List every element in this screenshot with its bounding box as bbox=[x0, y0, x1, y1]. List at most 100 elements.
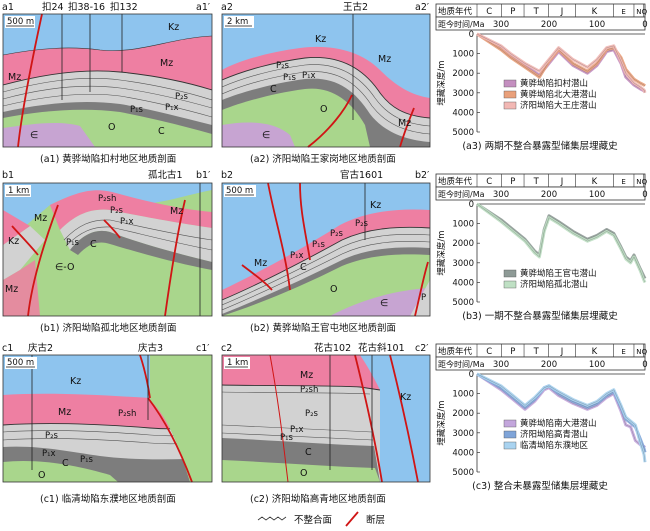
chart-1-age-label: 地质年代 bbox=[438, 176, 473, 187]
chart-2-depth-label: 埋藏深度/m bbox=[436, 400, 447, 445]
a2-p1x: P₁x bbox=[302, 71, 316, 81]
a2-kz: Kz bbox=[315, 34, 326, 45]
chart-0-time-tick: 100 bbox=[589, 20, 605, 30]
c1-left-label: c1 bbox=[2, 343, 13, 354]
a1-scale-bar: 500 m bbox=[5, 16, 35, 28]
section-c2 bbox=[221, 354, 431, 483]
b1-scale-label: 1 km bbox=[8, 186, 29, 196]
a2-cam: ∈ bbox=[262, 130, 270, 141]
chart-2-legend-label-1: 济阳坳陷高青潜山 bbox=[520, 429, 588, 440]
a1-p1s: P₁s bbox=[130, 105, 144, 115]
b2-p2s: P₂s bbox=[355, 219, 369, 229]
chart-1-period-K: K bbox=[592, 177, 598, 187]
legend-unconformity: 不整合面 bbox=[294, 514, 332, 526]
b1-kz: Kz bbox=[8, 236, 19, 247]
legend-bottom: 不整合面 断层 bbox=[257, 511, 385, 527]
chart-0-period-C: C bbox=[486, 7, 492, 17]
c1-c: C bbox=[62, 458, 69, 469]
chart-0-time-row bbox=[435, 16, 646, 31]
a2-mz: Mz bbox=[378, 54, 391, 65]
chart-2-caption: (c3) 整合未暴露型储集层埋藏史 bbox=[472, 480, 608, 492]
c1-p1x: P₁x bbox=[42, 449, 56, 459]
a2-scale-label: 2 km bbox=[227, 17, 248, 27]
a1-caption: (a1) 黄骅坳陷扣村地区地质剖面 bbox=[40, 153, 176, 165]
b1-p2s: P₂s bbox=[110, 206, 124, 216]
a1-c: C bbox=[158, 126, 165, 137]
a2-c: C bbox=[270, 84, 277, 95]
chart-2-legend-label-2: 临清坳陷东濮地区 bbox=[520, 440, 589, 451]
a2-right-label: a2′ bbox=[415, 2, 429, 13]
c1-mz: Mz bbox=[58, 407, 71, 418]
chart-0-period-K: K bbox=[592, 7, 598, 17]
chart-1-depth-tick: 4000 bbox=[452, 278, 474, 288]
a1-mz-2: Mz bbox=[160, 58, 173, 69]
a1-well-1: 扣24 bbox=[42, 1, 64, 13]
a1-p2s: P₂s bbox=[175, 92, 189, 102]
b2-c: C bbox=[300, 262, 307, 273]
a2-mz-2: Mz bbox=[398, 118, 411, 129]
chart-1-time-tick: 100 bbox=[589, 190, 605, 200]
chart-2-period-P: P bbox=[510, 347, 515, 357]
c1-o: O bbox=[38, 470, 45, 481]
chart-0-legend-label-0: 黄骅坳陷扣村潜山 bbox=[520, 78, 588, 89]
chart-1-legend-swatch-0 bbox=[503, 269, 517, 278]
chart-0-series-1-outline bbox=[476, 33, 646, 87]
c1-scale-label: 500 m bbox=[7, 358, 34, 368]
section-a1 bbox=[2, 13, 213, 148]
chart-2-depth-tick: 1000 bbox=[452, 390, 474, 400]
b1-mz-3: Mz bbox=[170, 206, 183, 217]
c1-kz: Kz bbox=[70, 376, 81, 387]
a1-o: O bbox=[108, 122, 115, 133]
b2-p1x: P₁x bbox=[290, 251, 304, 261]
chart-1-depth-tick: 0 bbox=[469, 200, 474, 210]
c2-p1x: P₁x bbox=[290, 425, 304, 435]
b1-right-label: b1′ bbox=[196, 170, 210, 181]
unconformity-symbol bbox=[257, 516, 287, 521]
section-c1 bbox=[2, 354, 213, 483]
b2-p1s: P₁s bbox=[312, 240, 326, 250]
b2-cam: ∈ bbox=[380, 298, 388, 309]
chart-1-series-0-outline bbox=[476, 203, 646, 279]
chart-2-time-tick: 200 bbox=[541, 360, 557, 370]
a2-p1s: P₁s bbox=[283, 73, 297, 83]
section-b1 bbox=[2, 182, 213, 317]
c2-o: O bbox=[300, 468, 307, 479]
b2-p2s-2: P₂s bbox=[330, 229, 344, 239]
chart-1-period-J: J bbox=[560, 177, 564, 187]
chart-1-time-tick: 0 bbox=[642, 190, 647, 200]
chart-2-depth-tick: 0 bbox=[469, 370, 474, 380]
chart-2-legend-swatch-1 bbox=[503, 430, 517, 439]
chart-2-period-C: C bbox=[486, 347, 492, 357]
section-a2 bbox=[221, 13, 431, 148]
c2-well-1: 花古102 bbox=[314, 342, 351, 354]
b2-scale-bar: 500 m bbox=[224, 185, 256, 197]
a1-p1x: P₁x bbox=[165, 103, 179, 113]
chart-0-legend-swatch-0 bbox=[503, 79, 517, 88]
c1-p1s: P₁s bbox=[80, 455, 94, 465]
c1-p2s: P₂s bbox=[45, 431, 59, 441]
b1-co: ∈-O bbox=[55, 262, 74, 273]
b2-right-label: b2′ bbox=[415, 170, 429, 181]
chart-0-series-2-outline bbox=[476, 33, 646, 93]
c2-mz: Mz bbox=[300, 370, 313, 381]
a1-well-2: 扣38-16 bbox=[68, 1, 105, 13]
chart-1-depth-label: 埋藏深度/m bbox=[436, 230, 447, 275]
chart-1-period-Q: Q bbox=[642, 178, 648, 186]
b1-mz-2: Mz bbox=[5, 284, 18, 295]
c2-left-label: c2 bbox=[221, 343, 232, 354]
c1-right-label: c1′ bbox=[196, 343, 209, 354]
c2-scale-label: 1 km bbox=[227, 358, 248, 368]
chart-0-legend-swatch-2 bbox=[503, 101, 517, 110]
c1-p2sh: P₂sh bbox=[118, 409, 136, 419]
chart-2-time-row bbox=[435, 356, 646, 371]
chart-1-depth-tick: 3000 bbox=[452, 259, 474, 269]
chart-0-caption: (a3) 两期不整合暴露型储集层埋藏史 bbox=[462, 140, 618, 152]
a1-left-label: a1 bbox=[2, 2, 14, 13]
b1-scale-bar: 1 km bbox=[5, 185, 31, 197]
chart-0-depth-tick: 2000 bbox=[452, 69, 474, 79]
chart-2-period-N: N bbox=[636, 348, 641, 356]
chart-0-depth-tick: 5000 bbox=[452, 128, 474, 138]
